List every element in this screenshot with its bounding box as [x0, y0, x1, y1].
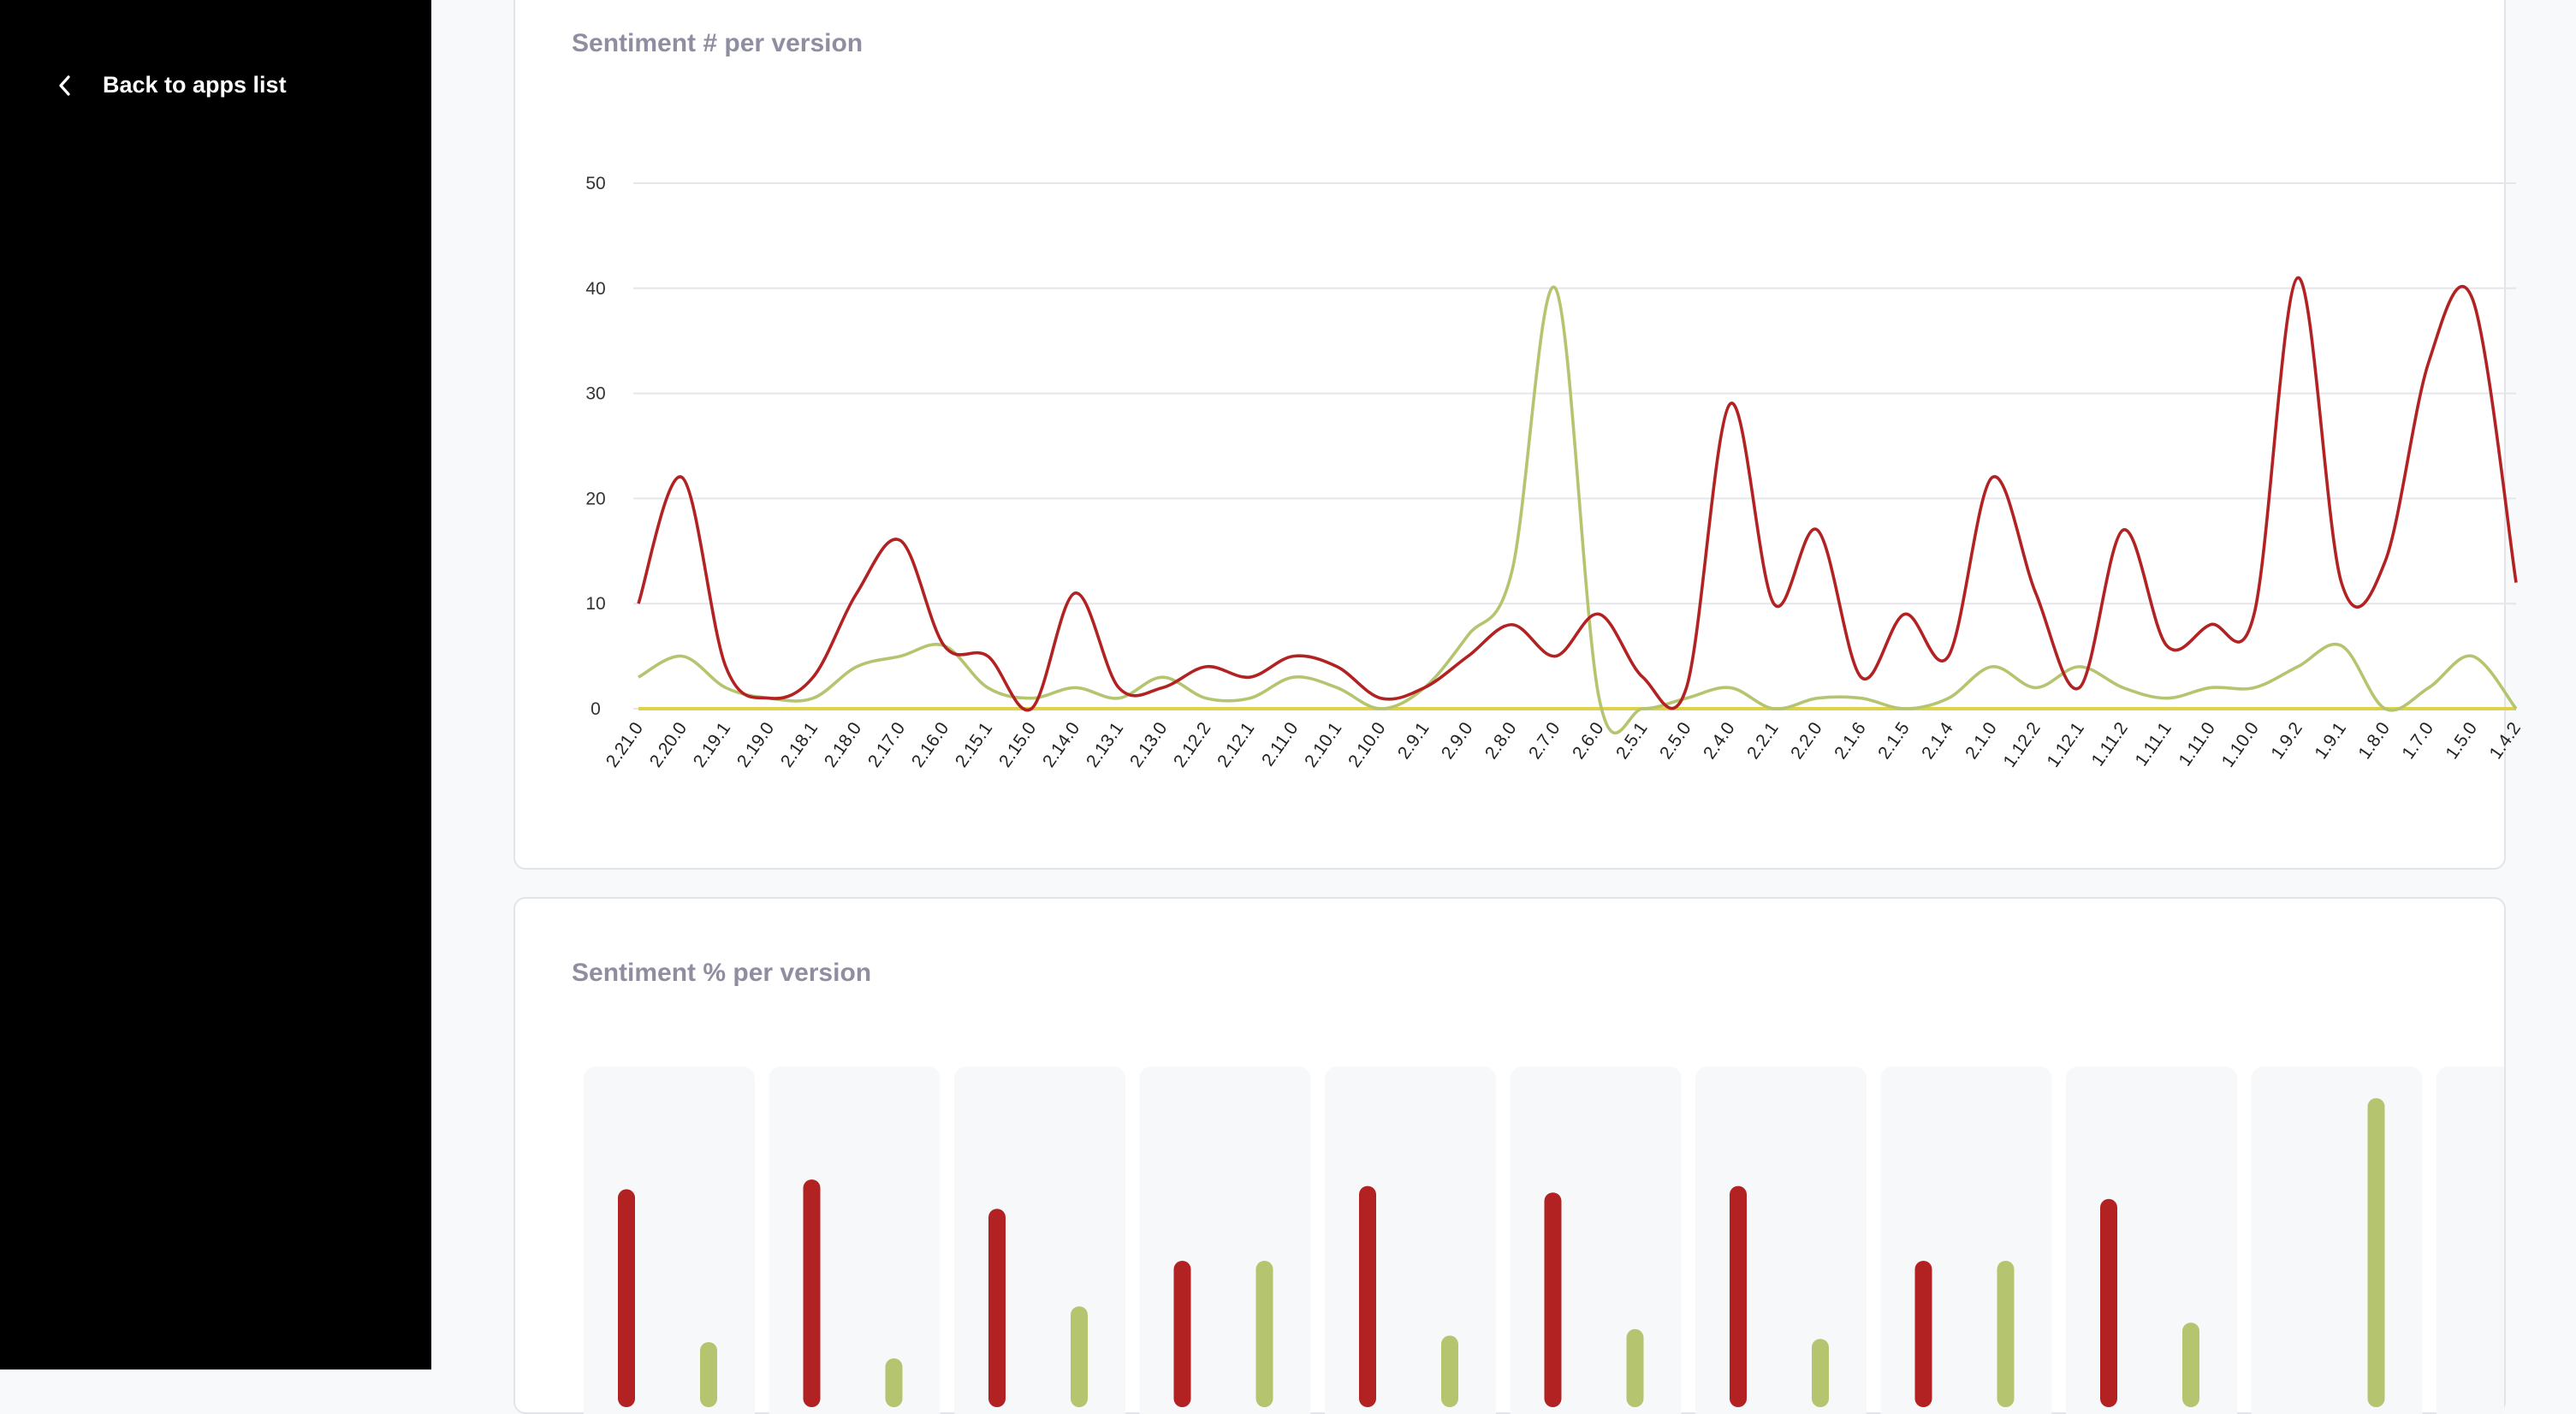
series-line-negative	[637, 276, 2518, 712]
x-tick-label: 2.19.1	[690, 719, 734, 771]
x-tick-label: 2.4.0	[1700, 719, 1739, 763]
bar-group-bg	[769, 1066, 941, 1414]
x-tick-label: 2.1.5	[1874, 719, 1914, 763]
x-tick-label: 2.14.0	[1039, 719, 1083, 771]
bar-negative	[1730, 1185, 1747, 1407]
bar-group-bg	[2066, 1066, 2237, 1414]
sidebar: Back to apps list	[0, 0, 431, 1369]
sentiment-percent-chart	[584, 1066, 2504, 1414]
bar-group-bg	[1880, 1066, 2052, 1414]
bar-positive	[1812, 1339, 1829, 1407]
x-tick-label: 2.2.0	[1787, 719, 1826, 763]
y-tick-label: 50	[585, 174, 605, 193]
bar-group-bg	[1325, 1066, 1496, 1414]
x-tick-label: 1.11.0	[2175, 719, 2218, 770]
x-tick-label: 1.12.1	[2044, 719, 2088, 771]
y-tick-label: 0	[591, 699, 601, 719]
x-tick-label: 2.5.1	[1612, 719, 1652, 763]
chevron-left-icon	[59, 74, 70, 96]
x-tick-label: 2.20.0	[646, 719, 691, 771]
x-tick-label: 2.9.1	[1394, 719, 1433, 763]
bar-negative	[1359, 1185, 1376, 1407]
bar-positive	[1071, 1306, 1088, 1407]
x-tick-label: 2.10.0	[1344, 719, 1389, 771]
x-tick-label: 2.7.0	[1525, 719, 1564, 763]
x-tick-label: 2.8.0	[1481, 719, 1521, 763]
x-tick-label: 1.5.0	[2442, 719, 2481, 763]
bar-positive	[1626, 1328, 1644, 1407]
bar-negative	[1544, 1192, 1562, 1407]
x-tick-label: 2.19.0	[733, 719, 778, 771]
sentiment-count-card: Sentiment # per version 0 10 20 30 40 50 2.21.…	[513, 0, 2525, 870]
x-tick-label: 1.10.0	[2218, 719, 2263, 771]
x-tick-label: 2.10.1	[1301, 719, 1345, 771]
y-tick-label: 20	[585, 489, 605, 508]
x-tick-label: 2.17.0	[864, 719, 909, 771]
bar-negative	[988, 1209, 1006, 1407]
x-tick-label: 2.1.4	[1918, 718, 1957, 763]
sentiment-percent-card: Sentiment % per version	[513, 897, 2506, 1414]
x-tick-label: 1.4.2	[2485, 719, 2525, 763]
x-tick-label: 2.5.0	[1656, 719, 1695, 763]
sentiment-count-chart: 010203040502.21.02.20.02.19.12.19.02.18.…	[585, 174, 2525, 771]
x-tick-label: 2.2.1	[1743, 719, 1783, 763]
x-tick-label: 1.12.2	[2000, 719, 2045, 771]
x-tick-label: 2.11.0	[1258, 719, 1302, 770]
x-tick-label: 2.18.0	[821, 719, 865, 771]
x-tick-label: 2.6.0	[1569, 719, 1608, 763]
bar-group-bg	[584, 1066, 755, 1414]
y-tick-label: 40	[585, 279, 605, 299]
sentiment-count-title: Sentiment # per version	[572, 29, 864, 57]
back-to-apps-link[interactable]: Back to apps list	[55, 72, 287, 98]
bar-positive	[2367, 1098, 2385, 1407]
bar-group-bg	[2437, 1066, 2504, 1414]
x-tick-label: 2.21.0	[602, 719, 647, 771]
bar-positive	[885, 1358, 903, 1407]
x-tick-label: 1.7.0	[2398, 719, 2437, 763]
bar-group-bg	[1695, 1066, 1867, 1414]
bar-positive	[1997, 1261, 2015, 1407]
x-tick-label: 2.18.1	[777, 719, 822, 771]
bar-positive	[700, 1342, 717, 1407]
bar-positive	[1441, 1335, 1458, 1407]
x-tick-label: 1.11.2	[2087, 719, 2131, 770]
x-tick-label: 2.15.1	[952, 719, 996, 771]
x-tick-label: 2.1.0	[1962, 719, 2001, 763]
sentiment-percent-title: Sentiment % per version	[572, 959, 872, 987]
bar-negative	[1173, 1261, 1191, 1407]
bar-positive	[2182, 1322, 2199, 1407]
series-line-positive	[638, 285, 2518, 735]
x-tick-label: 2.13.0	[1126, 719, 1171, 771]
x-tick-label: 2.9.0	[1438, 719, 1477, 763]
bar-negative	[803, 1179, 821, 1407]
bar-positive	[1255, 1261, 1273, 1407]
bar-group-bg	[1510, 1066, 1682, 1414]
bar-negative	[2100, 1198, 2117, 1407]
y-tick-label: 10	[585, 594, 605, 614]
sentiment-percent-chart-area	[584, 1066, 2504, 1414]
x-tick-label: 2.16.0	[908, 719, 953, 771]
x-tick-label: 1.11.1	[2131, 719, 2175, 770]
bar-group-bg	[954, 1066, 1125, 1414]
bar-negative	[1914, 1261, 1932, 1407]
x-tick-label: 2.1.6	[1831, 719, 1870, 763]
x-tick-label: 1.8.0	[2354, 719, 2394, 763]
x-tick-label: 2.12.2	[1170, 719, 1214, 771]
bar-negative	[618, 1189, 635, 1407]
y-tick-label: 30	[585, 384, 605, 404]
x-tick-label: 2.15.0	[995, 719, 1040, 771]
bar-group-bg	[2251, 1066, 2423, 1414]
x-tick-label: 1.9.2	[2267, 719, 2306, 763]
x-tick-label: 1.9.1	[2311, 719, 2350, 763]
back-to-apps-label: Back to apps list	[103, 72, 287, 98]
main-content: Sentiment # per version 0 10 20 30 40 50 2.21.…	[431, 0, 2576, 1414]
x-tick-label: 2.12.1	[1214, 719, 1258, 771]
bar-group-bg	[1139, 1066, 1311, 1414]
x-tick-label: 2.13.1	[1083, 719, 1127, 771]
